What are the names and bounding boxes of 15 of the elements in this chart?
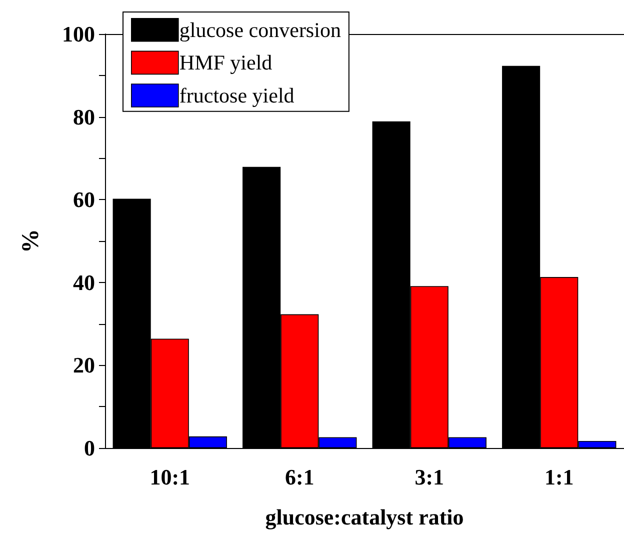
y-tick-label: 20 — [73, 352, 95, 378]
x-tick-label: 6:1 — [284, 464, 314, 490]
y-tick-label: 80 — [73, 104, 95, 130]
legend-label: glucose conversion — [179, 18, 342, 42]
y-tick-label: 40 — [73, 270, 95, 295]
y-tick-label: 0 — [84, 436, 95, 460]
y-axis-title: % — [18, 229, 44, 253]
legend-label: fructose yield — [179, 84, 295, 108]
y-tick-label: 100 — [62, 22, 95, 46]
x-axis-title: glucose:catalyst ratio — [265, 504, 464, 530]
y-tick-label: 60 — [73, 187, 95, 212]
x-tick-label: 3:1 — [414, 464, 444, 490]
x-tick-label: 1:1 — [544, 464, 574, 490]
x-tick-label: 10:1 — [150, 464, 190, 490]
legend-label: HMF yield — [179, 50, 273, 75]
